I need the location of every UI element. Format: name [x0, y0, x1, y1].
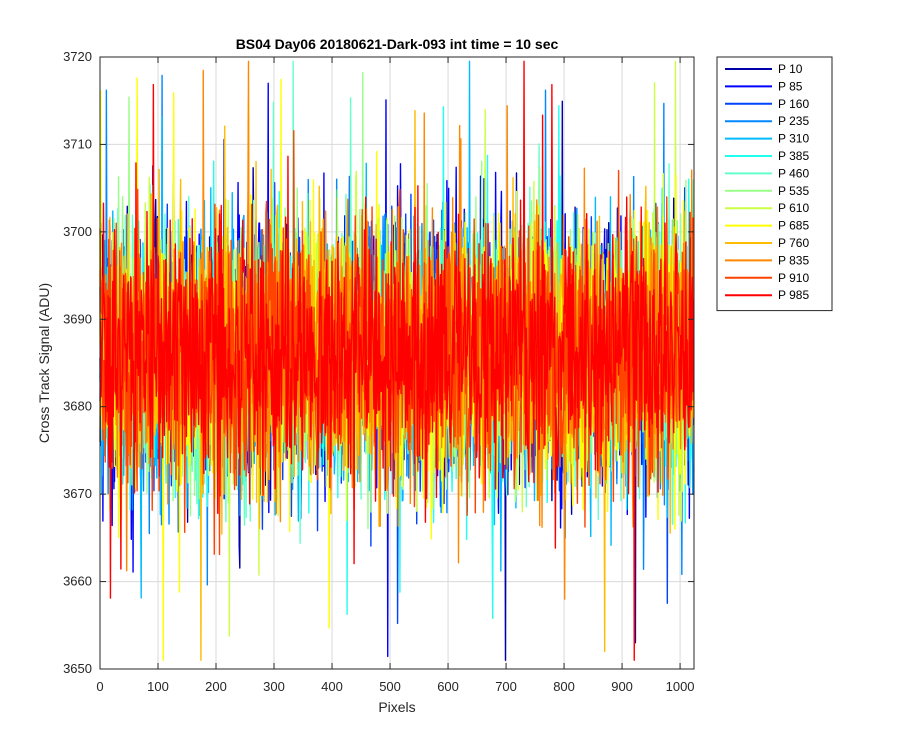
legend-label: P 160 [778, 97, 809, 111]
y-axis-ticks: 3650 3660 3670 3680 3690 3700 3710 3720 [63, 49, 694, 676]
series-line-p-985 [99, 60, 695, 661]
x-tick-label: 400 [321, 679, 343, 694]
series-group [99, 60, 695, 661]
x-tick-label: 0 [96, 679, 103, 694]
legend-label: P 10 [778, 62, 803, 76]
legend-label: P 985 [778, 288, 809, 302]
legend-label: P 535 [778, 184, 809, 198]
x-tick-label: 600 [437, 679, 459, 694]
x-tick-label: 900 [611, 679, 633, 694]
legend-label: P 760 [778, 236, 809, 250]
legend-label: P 910 [778, 271, 809, 285]
x-tick-label: 700 [495, 679, 517, 694]
legend-label: P 460 [778, 166, 809, 180]
x-tick-label: 300 [263, 679, 285, 694]
legend-box [716, 56, 833, 312]
x-tick-label: 800 [553, 679, 575, 694]
plot-frame [99, 56, 695, 670]
legend-label: P 310 [778, 132, 809, 146]
legend: P 10 P 85 P 160 P 235 P 310 P 385 P 460 P 535 P … [716, 56, 833, 312]
legend-label: P 685 [778, 219, 809, 233]
y-tick-label: 3720 [63, 49, 92, 64]
x-axis-ticks: 0 100 200 300 400 500 600 700 800 900 1000 [96, 57, 695, 694]
chart-title: BS04 Day06 20180621-Dark-093 int time = … [236, 36, 559, 52]
y-axis-label: Cross Track Signal (ADU) [36, 283, 52, 443]
legend-label: P 610 [778, 201, 809, 215]
y-tick-label: 3670 [63, 486, 92, 501]
legend-label: P 835 [778, 253, 809, 267]
x-tick-label: 500 [379, 679, 401, 694]
y-tick-label: 3650 [63, 661, 92, 676]
x-axis-label: Pixels [378, 699, 415, 715]
y-tick-label: 3690 [63, 311, 92, 326]
y-tick-label: 3710 [63, 136, 92, 151]
legend-label: P 385 [778, 149, 809, 163]
x-tick-label: 200 [205, 679, 227, 694]
y-tick-label: 3680 [63, 399, 92, 414]
x-tick-label: 100 [147, 679, 169, 694]
x-tick-label: 1000 [666, 679, 695, 694]
y-tick-label: 3700 [63, 224, 92, 239]
legend-label: P 235 [778, 114, 809, 128]
legend-label: P 85 [778, 79, 803, 93]
y-tick-label: 3660 [63, 574, 92, 589]
